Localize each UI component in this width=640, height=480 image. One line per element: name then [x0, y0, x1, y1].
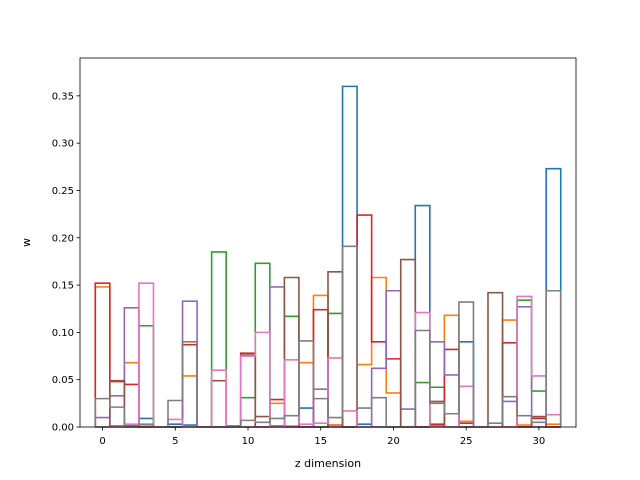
y-tick-label: 0.35: [52, 91, 74, 102]
x-tick-label: 25: [460, 436, 473, 447]
y-axis-label: w: [20, 238, 33, 247]
y-tick-label: 0.00: [52, 423, 74, 434]
y-tick-label: 0.25: [52, 186, 74, 197]
series-layer: [94, 85, 562, 428]
histogram-series-8: [94, 245, 562, 428]
x-tick-label: 5: [172, 436, 178, 447]
y-tick-label: 0.05: [52, 375, 74, 386]
x-tick-label: 15: [314, 436, 327, 447]
x-axis: 0 5 10 15 20 25 30: [99, 427, 545, 447]
y-axis: 0.00 0.05 0.10 0.15 0.20 0.25 0.30 0.35: [52, 91, 80, 434]
x-tick-label: 20: [387, 436, 400, 447]
x-tick-label: 0: [99, 436, 105, 447]
x-tick-label: 10: [242, 436, 255, 447]
y-tick-label: 0.10: [52, 328, 74, 339]
y-tick-label: 0.30: [52, 139, 74, 150]
x-tick-label: 30: [533, 436, 546, 447]
y-tick-label: 0.20: [52, 233, 74, 244]
x-axis-label: z dimension: [295, 457, 361, 470]
plot-frame: [79, 57, 577, 428]
y-tick-label: 0.15: [52, 281, 74, 292]
